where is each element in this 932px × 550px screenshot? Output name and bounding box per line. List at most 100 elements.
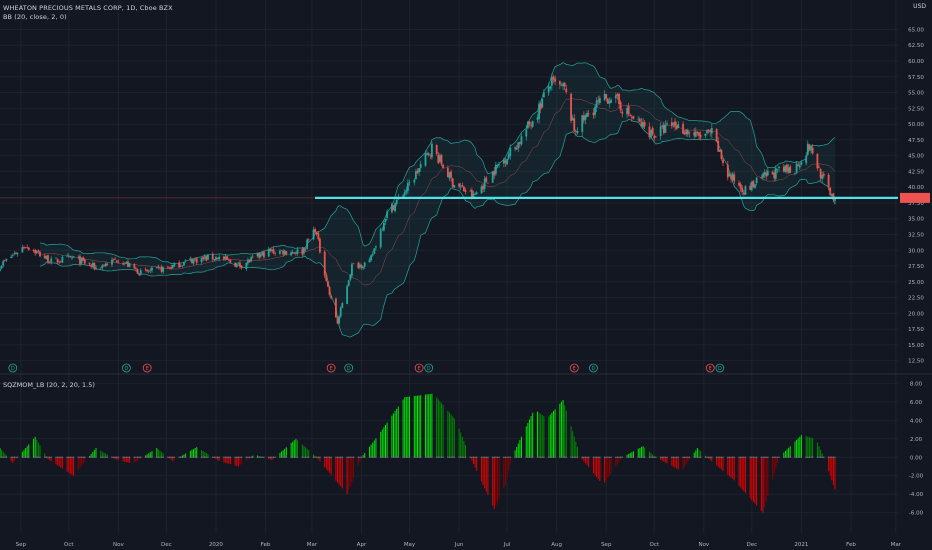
squeeze-dot (61, 456, 63, 458)
candle-body (106, 263, 109, 266)
squeeze-dot (484, 456, 486, 458)
candle-body (418, 168, 420, 173)
squeeze-dot (386, 456, 388, 458)
squeeze-dot (543, 456, 545, 458)
candle-body (733, 174, 736, 182)
squeeze-dot (181, 456, 183, 458)
candle-body (48, 262, 51, 264)
squeeze-dot (138, 456, 140, 458)
squeeze-dot (205, 456, 207, 458)
candle-body (661, 125, 664, 127)
squeeze-dot (405, 456, 407, 458)
squeeze-dot (618, 456, 620, 458)
squeeze-dot (805, 456, 807, 458)
candle-body (662, 124, 665, 134)
time-axis-tick: Jun (454, 542, 464, 548)
squeeze-momentum-legend[interactable]: SQZMOM_LB (20, 2, 20, 1.5) (3, 381, 95, 389)
squeeze-dot (472, 456, 475, 458)
candle-body (726, 164, 729, 178)
squeeze-dot (415, 456, 417, 458)
candle-body (296, 249, 299, 254)
squeeze-dot (135, 456, 137, 458)
candle-body (183, 261, 185, 266)
candle-body (189, 258, 192, 261)
time-axis-tick: Aug (551, 542, 562, 548)
price-axis-tick: 12.50 (908, 359, 924, 365)
candle-body (493, 170, 496, 176)
candle-body (674, 121, 676, 127)
candle-body (587, 113, 590, 115)
squeeze-momentum-histogram (0, 393, 836, 513)
candle-body (435, 144, 438, 154)
candle-body (39, 251, 41, 257)
candle-body (686, 130, 689, 135)
time-axis-tick: Sep (601, 542, 612, 548)
candle-body (168, 267, 171, 269)
candle-body (558, 81, 561, 85)
candle-body (330, 295, 333, 299)
candle-body (138, 274, 141, 276)
squeeze-dot (469, 456, 471, 458)
time-axis-tick: Nov (698, 542, 709, 548)
squeeze-dot (346, 456, 348, 458)
squeeze-dot (24, 456, 27, 458)
squeeze-dot (573, 456, 575, 458)
candle-body (223, 256, 225, 260)
squeeze-dot (90, 456, 92, 458)
squeeze-dot (192, 456, 195, 458)
squeeze-dot (127, 456, 129, 458)
candle-body (482, 185, 484, 190)
squeeze-dot (637, 456, 639, 458)
squeeze-dot (783, 456, 785, 458)
bollinger-legend[interactable]: BB (20, close, 2, 0) (3, 13, 67, 21)
squeeze-dot (743, 456, 745, 458)
squeeze-dot (639, 456, 641, 458)
squeeze-dot (576, 456, 579, 458)
candle-body (496, 165, 499, 167)
candle-body (16, 253, 19, 255)
squeeze-dot (338, 456, 340, 458)
symbol-title[interactable]: WHEATON PRECIOUS METALS CORP, 1D, Cboe B… (3, 4, 173, 12)
squeeze-dot (642, 456, 644, 458)
squeeze-dot (408, 456, 411, 458)
squeeze-dot (626, 456, 628, 458)
squeeze-dot (258, 456, 260, 458)
squeeze-dot (708, 456, 710, 458)
squeeze-dot (575, 456, 577, 458)
squeeze-dot (340, 456, 342, 458)
candle-body (123, 263, 126, 264)
squeeze-dot (548, 456, 550, 458)
candle-body (339, 307, 342, 317)
squeeze-dot (829, 456, 831, 458)
squeeze-dot (68, 456, 70, 458)
squeeze-dot (196, 456, 198, 458)
squeeze-dot (172, 456, 174, 458)
candle-body (640, 121, 643, 127)
squeeze-dot (327, 456, 329, 458)
squeeze-dot (677, 456, 679, 458)
candle-body (13, 253, 16, 255)
event-markers[interactable]: D D D D D DE E E E E (8, 363, 725, 373)
squeeze-dot (191, 456, 193, 458)
squeeze-dot (800, 456, 803, 458)
candle-body (715, 129, 718, 142)
candle-body (117, 262, 120, 263)
squeeze-dot (45, 456, 47, 458)
squeeze-dot (797, 456, 799, 458)
squeeze-dot (216, 456, 219, 458)
squeeze-dot (290, 456, 292, 458)
squeeze-dot (375, 456, 377, 458)
candle-body (136, 269, 139, 274)
squeeze-dot (200, 456, 203, 458)
squeeze-dot (812, 456, 814, 458)
currency-label[interactable]: USD (913, 3, 926, 10)
candle-body (626, 107, 628, 115)
squeeze-dot (436, 456, 438, 458)
candle-body (586, 112, 588, 118)
squeeze-dot (661, 456, 663, 458)
squeeze-dot (628, 456, 630, 458)
momentum-axis-tick: -4.00 (909, 492, 924, 498)
candle-body (419, 164, 422, 168)
candle-body (392, 205, 395, 211)
